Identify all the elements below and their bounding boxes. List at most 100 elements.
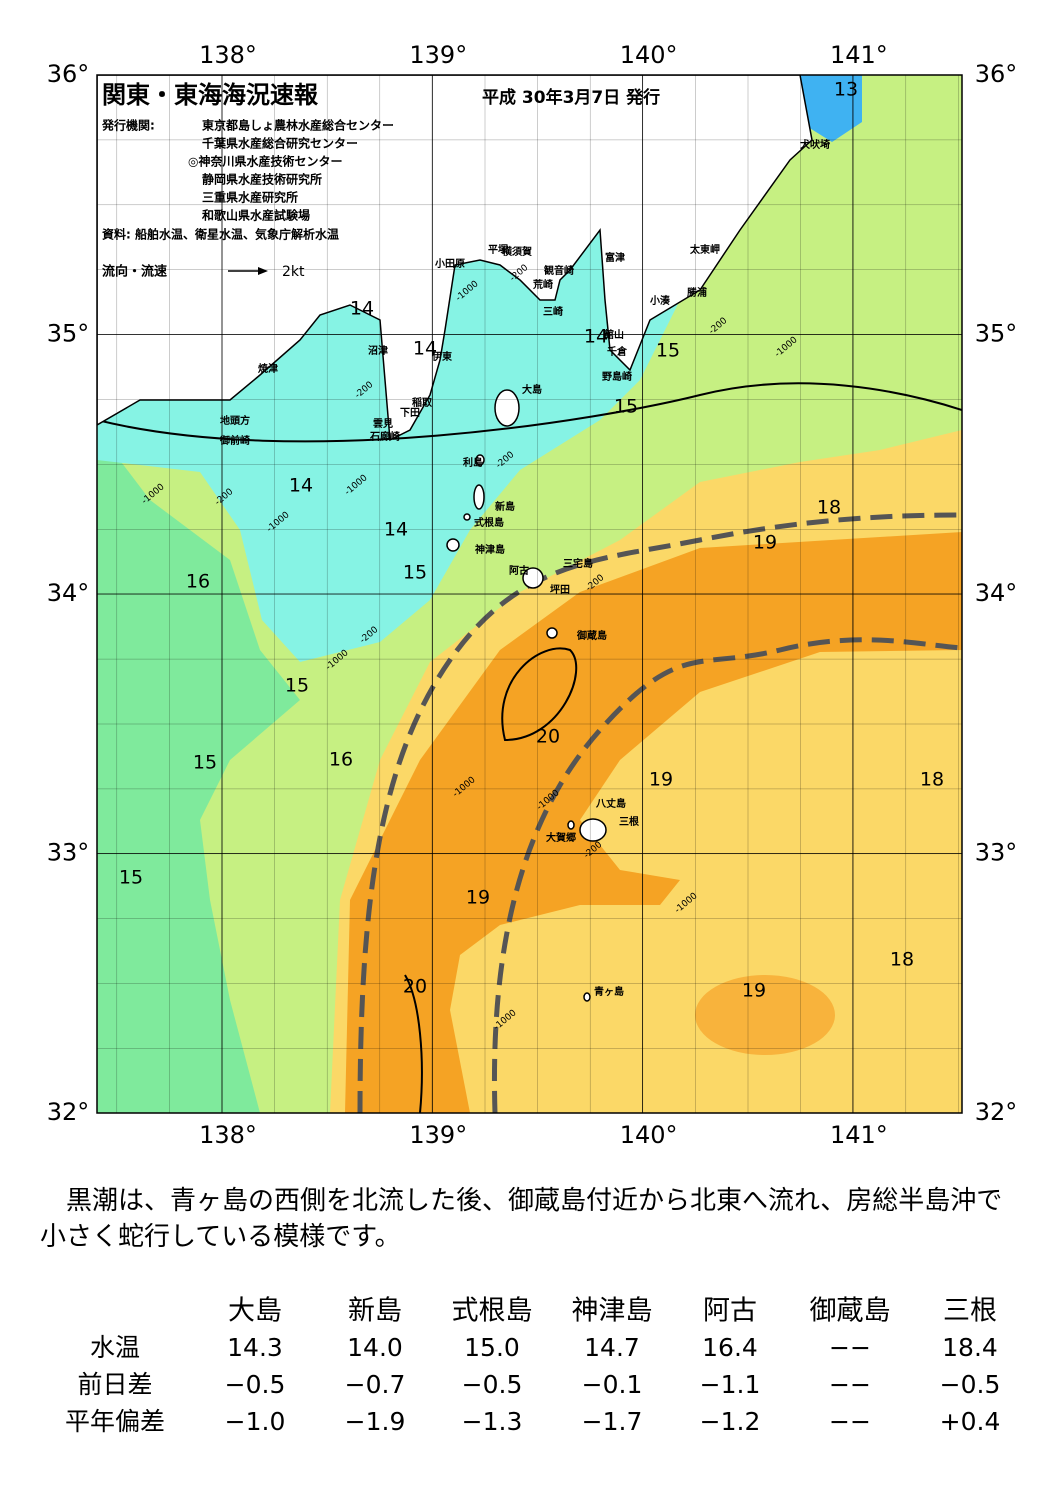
place-name: 沼津 <box>368 344 388 357</box>
table-cell: −1.7 <box>582 1407 643 1436</box>
lon-tick-label: 141° <box>830 1121 888 1149</box>
place-name: 小田原 <box>434 257 465 270</box>
place-name: 雲見 <box>373 418 393 430</box>
place-name: 伊東 <box>431 350 452 363</box>
place-name: 式根島 <box>474 516 504 529</box>
place-name: 平塚 <box>488 243 508 256</box>
temperature-label: 13 <box>834 79 858 101</box>
lat-tick-label: 33° <box>975 839 1018 867</box>
temperature-label: 16 <box>329 749 353 771</box>
lon-tick-label: 141° <box>830 41 888 69</box>
place-name: 稲取 <box>412 396 433 409</box>
temperature-label: 19 <box>753 532 777 554</box>
lat-tick-label: 32° <box>47 1098 90 1126</box>
temperature-label: 15 <box>285 675 309 697</box>
place-name: 千倉 <box>607 345 628 358</box>
temperature-label: 15 <box>403 562 427 584</box>
column-header: 大島 <box>228 1296 282 1327</box>
temperature-label: 16 <box>186 571 210 593</box>
issuer: 東京都島しょ農林水産総合センター <box>202 118 394 133</box>
table-cell: −1.3 <box>462 1407 523 1436</box>
place-name: 坪田 <box>550 583 570 596</box>
row-header: 前日差 <box>77 1370 152 1399</box>
date: 平成 30年3月7日 発行 <box>482 87 660 108</box>
place-name: 焼津 <box>258 362 278 375</box>
place-name: 大島 <box>522 383 542 396</box>
temperature-label: 14 <box>584 326 608 348</box>
lon-tick-label: 138° <box>199 41 257 69</box>
table-cell: −1.0 <box>225 1407 286 1436</box>
lon-tick-label: 138° <box>199 1121 257 1149</box>
lon-tick-label: 139° <box>409 1121 467 1149</box>
table-cell: −1.1 <box>700 1370 761 1399</box>
row-header: 水温 <box>90 1333 140 1362</box>
row-header: 平年偏差 <box>65 1407 165 1436</box>
lon-tick-label: 139° <box>409 41 467 69</box>
temperature-label: 15 <box>193 752 217 774</box>
temperature-label: 19 <box>649 769 673 791</box>
table-cell: 16.4 <box>702 1333 758 1362</box>
place-name: 太東岬 <box>689 243 720 256</box>
place-name: 御蔵島 <box>576 629 607 642</box>
column-header: 神津島 <box>572 1296 653 1327</box>
table-cell: −0.5 <box>462 1370 523 1399</box>
lat-tick-label: 32° <box>975 1098 1018 1126</box>
legend-arrowhead <box>258 267 268 275</box>
lat-tick-label: 36° <box>47 60 90 88</box>
temperature-label: 15 <box>614 396 638 418</box>
summary: 黒潮は、青ヶ島の西側を北流した後、御蔵島付近から北東へ流れ、房総半島沖で小さく蛇… <box>40 1186 1003 1252</box>
place-name: 御前崎 <box>219 434 250 447</box>
place-name: 青ヶ島 <box>594 985 624 998</box>
temperature-label: 14 <box>289 475 313 497</box>
temperature-label: 18 <box>890 949 914 971</box>
table-cell: 15.0 <box>464 1333 520 1362</box>
table-cell: 14.0 <box>347 1333 403 1362</box>
source: 資料: 船舶水温、衛星水温、気象庁解析水温 <box>102 227 339 242</box>
map: 関東・東海海況速報 平成 30年3月7日 発行 発行機関: 東京都島しょ農林水産… <box>47 41 1018 1149</box>
place-name: 小湊 <box>649 294 671 307</box>
column-header: 式根島 <box>452 1296 533 1327</box>
temperature-label: 15 <box>656 340 680 362</box>
table-cell: +0.4 <box>940 1407 1001 1436</box>
column-header: 新島 <box>348 1296 402 1327</box>
temperature-label: 20 <box>403 976 427 998</box>
column-header: 阿古 <box>703 1296 757 1327</box>
table-cell: 18.4 <box>942 1333 998 1362</box>
issuer: 千葉県水産総合研究センター <box>202 136 358 151</box>
lat-tick-label: 34° <box>975 579 1018 607</box>
temperature-label: 20 <box>536 726 560 748</box>
table-cell: 14.7 <box>584 1333 640 1362</box>
place-name: 観音崎 <box>544 264 574 277</box>
table-cell: 14.3 <box>227 1333 283 1362</box>
issuer: ◎神奈川県水産技術センター <box>188 154 342 169</box>
temperature-label: 15 <box>119 867 143 889</box>
temperature-label: 14 <box>413 338 437 360</box>
table-cell: −0.7 <box>345 1370 406 1399</box>
place-name: 三崎 <box>543 305 563 318</box>
table-cell: −− <box>829 1370 871 1399</box>
place-name: 三宅島 <box>563 557 593 570</box>
issuer: 静岡県水産技術研究所 <box>202 172 322 187</box>
place-name: 野島崎 <box>602 370 632 383</box>
temperature-label: 18 <box>817 497 841 519</box>
place-name: 阿古 <box>509 564 529 577</box>
issuer: 和歌山県水産試験場 <box>201 208 310 223</box>
lon-tick-label: 140° <box>620 41 678 69</box>
place-name: 館山 <box>603 328 624 341</box>
lat-tick-label: 35° <box>975 320 1018 348</box>
lat-tick-label: 33° <box>47 839 90 867</box>
place-name: 横須賀 <box>502 245 532 258</box>
table-cell: −− <box>829 1407 871 1436</box>
legend-label: 流向・流速 <box>102 264 167 280</box>
place-name: 荒崎 <box>532 278 553 291</box>
legend-scale: 2kt <box>282 264 305 280</box>
place-name: 八丈島 <box>595 797 626 810</box>
temperature-label: 19 <box>466 887 490 909</box>
table-cell: −0.5 <box>225 1370 286 1399</box>
table-cell: −1.9 <box>345 1407 406 1436</box>
map-frame <box>96 74 963 1114</box>
table-cell: −1.2 <box>700 1407 761 1436</box>
place-name: 勝浦 <box>687 286 707 299</box>
temperature-label: 14 <box>384 519 408 541</box>
